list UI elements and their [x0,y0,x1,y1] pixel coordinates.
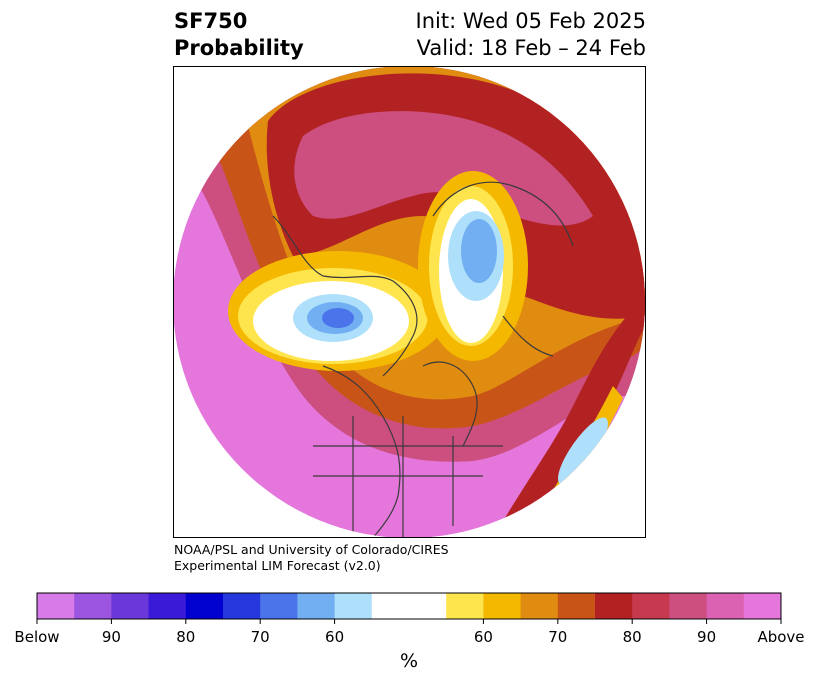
colorbar-swatch [595,593,633,619]
atlantic-lightblue [558,417,608,485]
valid-range: Valid: 18 Feb – 24 Feb [416,36,646,60]
colorbar-swatch [334,593,373,619]
colorbar-swatch [632,593,670,619]
colorbar-frame [36,592,782,620]
colorbar-tick-label: 90 [697,628,717,646]
credit-line-1: NOAA/PSL and University of Colorado/CIRE… [174,542,449,557]
colorbar-tick-label: 70 [250,628,270,646]
colorbar-swatch [743,593,782,619]
hudson-deepblue [322,308,354,328]
date-info: Init: Wed 05 Feb 2025 Valid: 18 Feb – 24… [360,8,646,62]
colorbar-swatch [520,593,559,619]
credit-line-2: Experimental LIM Forecast (v2.0) [174,558,381,573]
forecast-map [173,66,646,538]
colorbar-swatch [409,593,447,619]
colorbar-swatch [706,593,745,619]
colorbar-tick-label: 80 [176,628,196,646]
north-pink-core [294,111,593,226]
colorbar [36,592,782,624]
colorbar-swatch [111,593,150,619]
colorbar-swatch [223,593,261,619]
colorbar-swatch [148,593,187,619]
colorbar-swatch [297,593,336,619]
map-frame [173,66,646,538]
coastlines [272,181,574,538]
colorbar-tick-label: 60 [325,628,345,646]
colorbar-swatch [446,593,484,619]
colorbar-swatch [669,593,708,619]
colorbar-tick-label: 60 [473,628,493,646]
colorbar-swatch [557,593,596,619]
probability-label: Probability [174,36,304,60]
atlantic-crimson [493,296,645,538]
colorbar-swatch [74,593,112,619]
colorbar-swatch [185,593,224,619]
colorbar-swatch [483,593,522,619]
map-title: SF750 Probability [174,8,304,62]
colorbar-swatch [260,593,298,619]
colorbar-tick-label: Above [757,628,805,646]
colorbar-swatch [37,593,75,619]
init-date: Init: Wed 05 Feb 2025 [415,9,646,33]
colorbar-swatch [371,593,410,619]
colorbar-tick-label: Below [14,628,60,646]
arctic-blue [461,219,497,283]
credit-text: NOAA/PSL and University of Colorado/CIRE… [174,542,449,574]
colorbar-unit: % [399,650,419,672]
colorbar-tick-label: 90 [101,628,121,646]
variable-label: SF750 [174,9,248,33]
colorbar-tick-label: 70 [548,628,568,646]
probability-field [173,66,645,538]
colorbar-tick-label: 80 [622,628,642,646]
